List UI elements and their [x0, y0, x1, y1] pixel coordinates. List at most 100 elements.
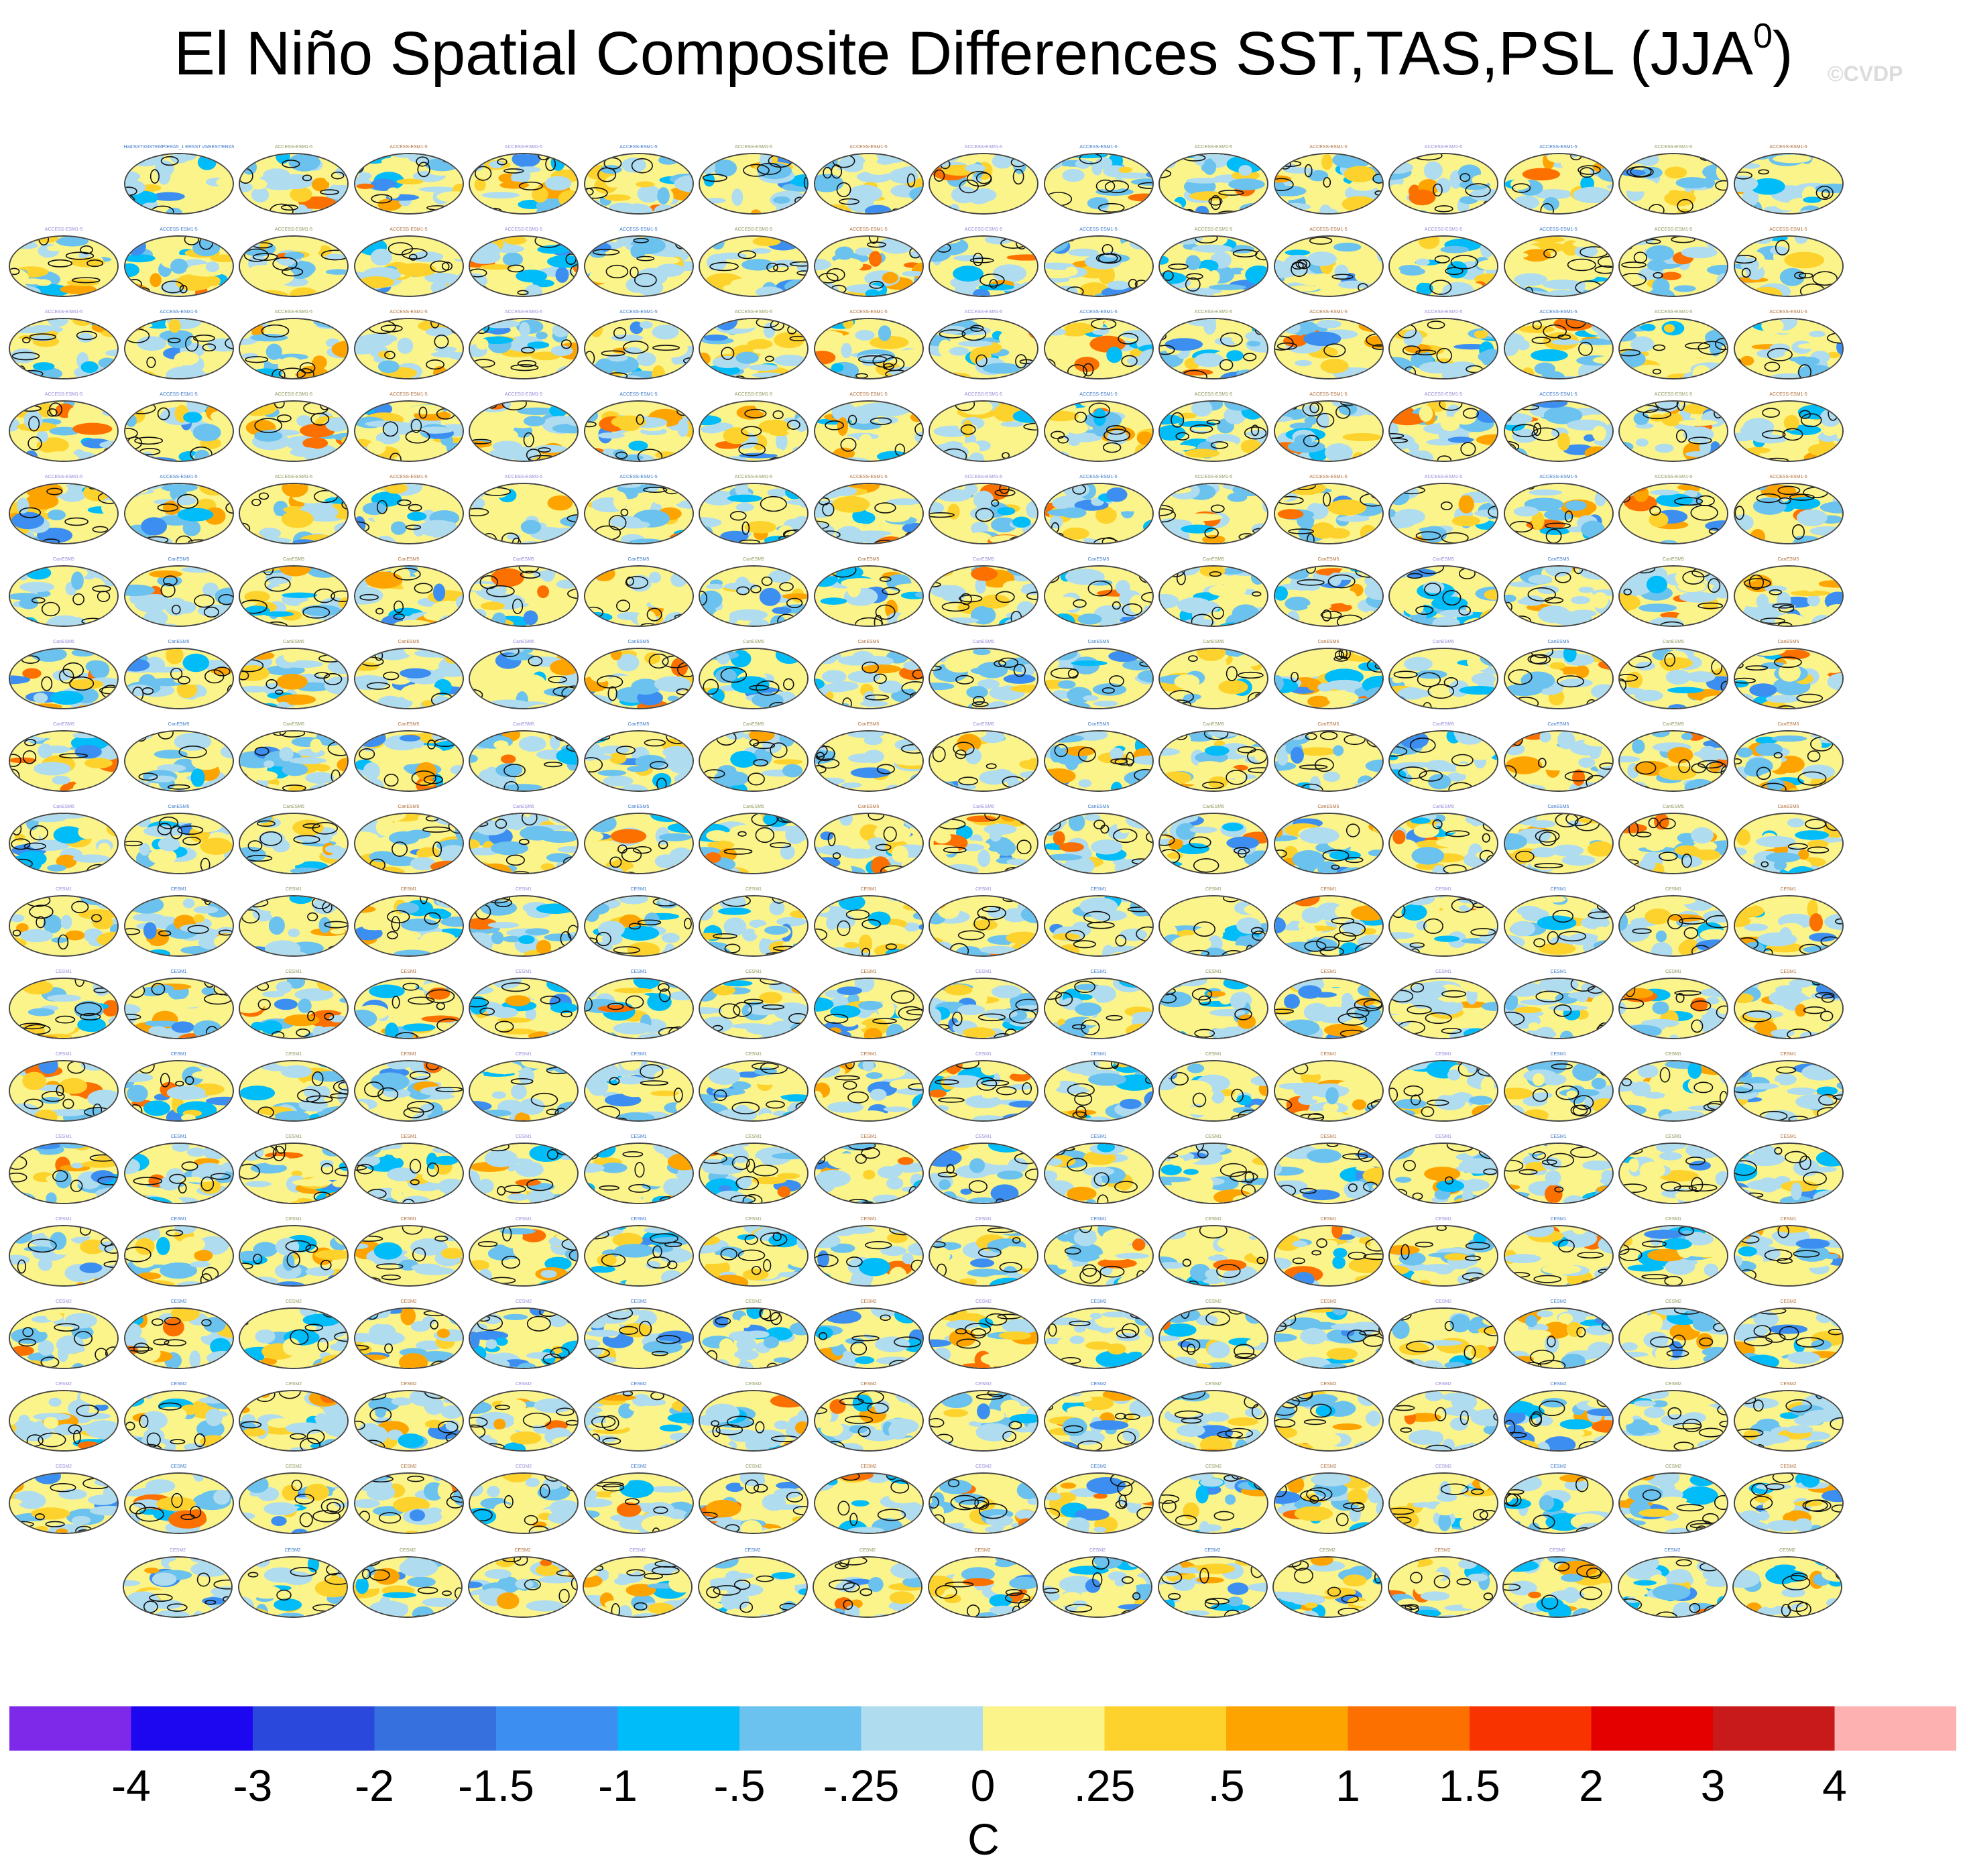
- panel-label: ACCESS-ESM1-5: [354, 145, 464, 150]
- panel-label: ACCESS-ESM1-5: [124, 227, 234, 232]
- map-panel: CESM1: [699, 1134, 809, 1206]
- panel-label: CESM1: [239, 1217, 349, 1222]
- map-panel: CESM2: [1618, 1548, 1728, 1619]
- map-globe: [1158, 1307, 1268, 1369]
- map-globe: [124, 153, 234, 215]
- map-field: [1160, 1061, 1268, 1122]
- map-globe: [1274, 1225, 1384, 1287]
- panel-label: CESM2: [1274, 1299, 1384, 1304]
- map-globe: [699, 813, 809, 874]
- panel-label: ACCESS-ESM1-5: [1734, 310, 1844, 314]
- map-panel: CESM1: [1274, 887, 1384, 958]
- map-panel: CESM1: [1734, 970, 1844, 1041]
- map-globe: [1734, 895, 1844, 957]
- panel-label: ACCESS-ESM1-5: [1158, 145, 1268, 150]
- map-globe: [814, 235, 924, 297]
- panel-label: CESM2: [124, 1299, 234, 1304]
- panel-label: CESM1: [1388, 1052, 1498, 1057]
- map-field: [1735, 1474, 1844, 1534]
- map-field: [470, 484, 579, 544]
- panel-label: CESM2: [699, 1464, 809, 1469]
- map-panel: CanESM5: [1158, 640, 1268, 711]
- map-field: [1620, 319, 1728, 379]
- map-globe: [1274, 1307, 1384, 1369]
- map-globe: [124, 1390, 234, 1452]
- panel-label: CanESM5: [239, 805, 349, 809]
- map-globe: [1618, 1472, 1728, 1534]
- panel-label: CanESM5: [1274, 557, 1384, 562]
- map-panel: CESM2: [1044, 1382, 1154, 1453]
- panel-label: CESM2: [1158, 1299, 1268, 1304]
- map-panel: ACCESS-ESM1-5: [1504, 227, 1614, 298]
- map-field: [355, 1309, 464, 1369]
- map-panel: CanESM5: [929, 557, 1038, 628]
- map-panel: ACCESS-ESM1-5: [1274, 145, 1384, 216]
- map-globe: [469, 813, 579, 874]
- panel-label: ACCESS-ESM1-5: [929, 310, 1038, 314]
- map-field: [470, 1226, 579, 1287]
- map-globe: [814, 978, 924, 1039]
- map-field: [470, 319, 579, 379]
- map-panel: CESM1: [1158, 1134, 1268, 1206]
- map-field: [1620, 1226, 1728, 1287]
- panel-label: CESM2: [1734, 1464, 1844, 1469]
- panel-label: ACCESS-ESM1-5: [239, 310, 349, 314]
- map-panel: CanESM5: [1388, 805, 1498, 876]
- map-globe: [468, 1556, 578, 1618]
- panel-label: CanESM5: [584, 557, 694, 562]
- map-globe: [239, 648, 349, 709]
- map-globe: [469, 400, 579, 462]
- panel-label: CESM2: [1044, 1382, 1154, 1387]
- map-panel: CESM1: [469, 1134, 579, 1206]
- map-globe: [1734, 1060, 1844, 1122]
- map-field: [930, 237, 1038, 297]
- map-field: [10, 896, 119, 957]
- map-field: [1735, 649, 1844, 709]
- map-panel: CESM2: [1502, 1548, 1612, 1619]
- map-panel: CESM2: [124, 1464, 234, 1535]
- panel-label: CanESM5: [124, 722, 234, 727]
- map-field: [1045, 1226, 1154, 1287]
- map-globe: [1734, 483, 1844, 544]
- map-field: [1620, 649, 1728, 709]
- map-field: [815, 896, 924, 957]
- map-field: [815, 1474, 924, 1534]
- panel-label: ACCESS-ESM1-5: [929, 227, 1038, 232]
- map-panel: CESM1: [814, 1134, 924, 1206]
- map-panel: CESM1: [1158, 887, 1268, 958]
- panel-label: CESM1: [1734, 1052, 1844, 1057]
- panel-label: ACCESS-ESM1-5: [1388, 145, 1498, 150]
- panel-label: CESM2: [1504, 1382, 1614, 1387]
- map-panel: ACCESS-ESM1-5: [814, 475, 924, 546]
- map-panel: CESM1: [469, 887, 579, 958]
- panel-label: CESM1: [1734, 1134, 1844, 1139]
- map-field: [930, 1474, 1038, 1534]
- map-globe: [698, 1556, 808, 1618]
- map-field: [240, 649, 349, 709]
- map-panel: ACCESS-ESM1-5: [469, 145, 579, 216]
- map-panel: CanESM5: [1734, 640, 1844, 711]
- map-field: [930, 1061, 1038, 1122]
- map-panel: ACCESS-ESM1-5: [354, 227, 464, 298]
- map-globe: [584, 1142, 694, 1204]
- panel-label: CESM1: [1504, 1052, 1614, 1057]
- map-panel: CanESM5: [1274, 805, 1384, 876]
- panel-label: ACCESS-ESM1-5: [584, 145, 694, 150]
- map-panel: CESM2: [353, 1548, 463, 1619]
- map-field: [1505, 1309, 1614, 1369]
- panel-label: ACCESS-ESM1-5: [469, 310, 579, 314]
- panel-label: CanESM5: [1274, 805, 1384, 809]
- panel-label: CanESM5: [584, 805, 694, 809]
- map-panel: CESM1: [469, 970, 579, 1041]
- map-field: [240, 1391, 349, 1452]
- panel-label: ACCESS-ESM1-5: [124, 392, 234, 397]
- panel-label: CanESM5: [469, 557, 579, 562]
- map-globe: [814, 1390, 924, 1452]
- panel-label: ACCESS-ESM1-5: [1388, 392, 1498, 397]
- panel-label: CESM1: [584, 1134, 694, 1139]
- map-field: [1160, 154, 1268, 215]
- panel-label: CanESM5: [1618, 722, 1728, 727]
- map-panel: CESM1: [1274, 1134, 1384, 1206]
- map-field: [1160, 649, 1268, 709]
- map-panel: CanESM5: [239, 722, 349, 793]
